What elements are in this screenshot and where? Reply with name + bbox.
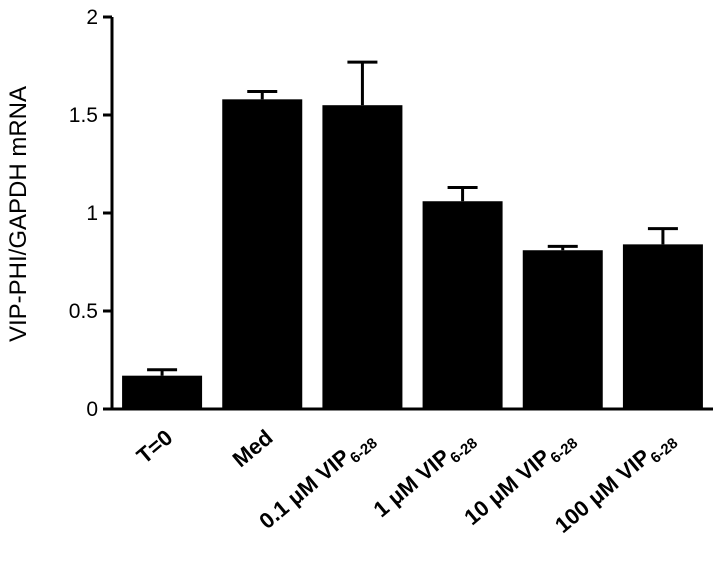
y-axis-label: VIP-PHI/GAPDH mRNA (5, 86, 32, 342)
bar (422, 201, 503, 409)
bars (122, 99, 703, 409)
x-tick-label-main: T=0 (132, 425, 178, 469)
y-tick-label: 2 (86, 6, 98, 29)
bar (222, 99, 303, 409)
bar (622, 244, 703, 409)
x-tick-label-main: 1 μM VIP (368, 444, 454, 522)
y-tick-label: 0.5 (69, 300, 98, 323)
error-bars (147, 60, 678, 376)
x-tick-label: T=0 (132, 425, 178, 469)
bar (122, 375, 203, 409)
y-tick-label: 1 (86, 202, 98, 225)
bar (522, 250, 603, 409)
bar (322, 105, 403, 409)
y-axis: 0 0.5 1 1.5 2 (69, 6, 114, 421)
x-tick-label-main: 10 μM VIP (459, 444, 555, 530)
x-tick-label: Med (228, 425, 278, 472)
x-tick-label-main: Med (228, 425, 278, 472)
y-tick-label: 1.5 (69, 104, 98, 127)
y-tick-label: 0 (86, 398, 98, 421)
x-tick-label-main: 0.1 μM VIP (254, 444, 354, 534)
